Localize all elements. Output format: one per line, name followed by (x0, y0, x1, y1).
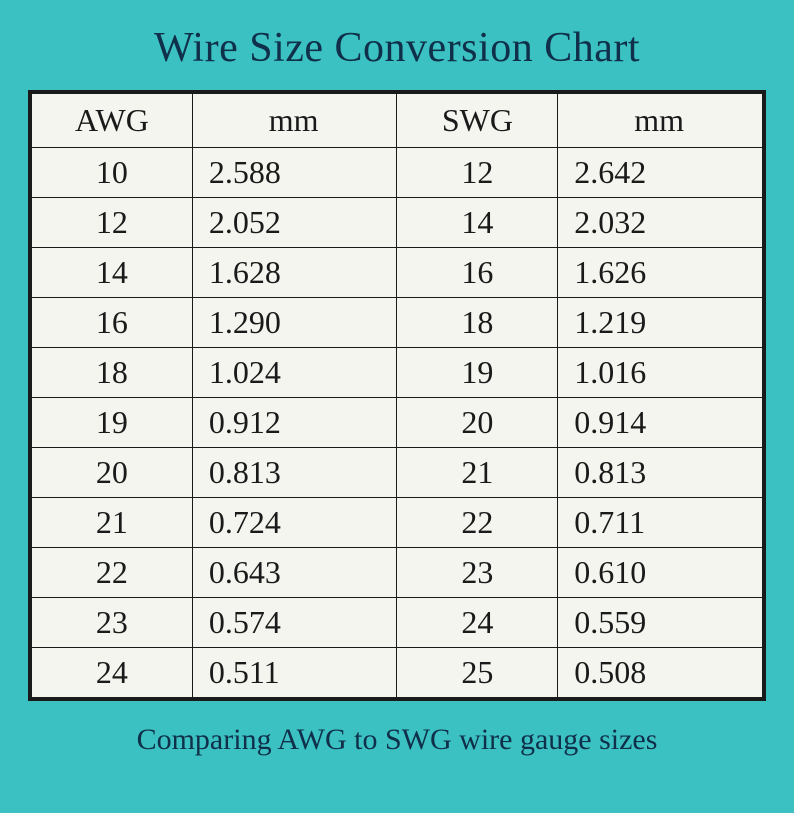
cell-swg: 23 (397, 548, 558, 598)
cell-awg: 20 (32, 448, 193, 498)
cell-awg: 16 (32, 298, 193, 348)
conversion-table-container: AWG mm SWG mm 102.588122.642122.052142.0… (28, 90, 766, 701)
cell-swg: 18 (397, 298, 558, 348)
cell-awg: 19 (32, 398, 193, 448)
cell-mm-swg: 0.813 (558, 448, 763, 498)
cell-mm-swg: 2.032 (558, 198, 763, 248)
cell-awg: 24 (32, 648, 193, 698)
cell-mm-awg: 2.588 (192, 148, 397, 198)
cell-mm-awg: 0.724 (192, 498, 397, 548)
chart-title: Wire Size Conversion Chart (154, 24, 640, 72)
cell-mm-swg: 0.914 (558, 398, 763, 448)
table-row: 210.724220.711 (32, 498, 763, 548)
header-swg: SWG (397, 94, 558, 148)
table-header-row: AWG mm SWG mm (32, 94, 763, 148)
cell-swg: 20 (397, 398, 558, 448)
cell-awg: 22 (32, 548, 193, 598)
table-row: 230.574240.559 (32, 598, 763, 648)
cell-awg: 12 (32, 198, 193, 248)
cell-mm-awg: 0.912 (192, 398, 397, 448)
cell-swg: 16 (397, 248, 558, 298)
table-row: 181.024191.016 (32, 348, 763, 398)
header-awg: AWG (32, 94, 193, 148)
header-mm-swg: mm (558, 94, 763, 148)
table-body: 102.588122.642122.052142.032141.628161.6… (32, 148, 763, 698)
cell-swg: 14 (397, 198, 558, 248)
chart-footer: Comparing AWG to SWG wire gauge sizes (137, 723, 658, 757)
cell-awg: 21 (32, 498, 193, 548)
cell-mm-awg: 0.643 (192, 548, 397, 598)
cell-awg: 14 (32, 248, 193, 298)
cell-mm-awg: 1.628 (192, 248, 397, 298)
cell-awg: 10 (32, 148, 193, 198)
table-row: 102.588122.642 (32, 148, 763, 198)
cell-swg: 22 (397, 498, 558, 548)
table-row: 141.628161.626 (32, 248, 763, 298)
conversion-table: AWG mm SWG mm 102.588122.642122.052142.0… (31, 93, 763, 698)
table-row: 240.511250.508 (32, 648, 763, 698)
cell-swg: 12 (397, 148, 558, 198)
header-mm-awg: mm (192, 94, 397, 148)
table-row: 190.912200.914 (32, 398, 763, 448)
cell-swg: 19 (397, 348, 558, 398)
cell-mm-swg: 0.559 (558, 598, 763, 648)
cell-swg: 21 (397, 448, 558, 498)
table-row: 220.643230.610 (32, 548, 763, 598)
cell-mm-swg: 0.610 (558, 548, 763, 598)
cell-swg: 24 (397, 598, 558, 648)
cell-mm-swg: 1.626 (558, 248, 763, 298)
cell-swg: 25 (397, 648, 558, 698)
cell-mm-swg: 1.219 (558, 298, 763, 348)
cell-mm-awg: 1.290 (192, 298, 397, 348)
cell-mm-awg: 1.024 (192, 348, 397, 398)
cell-mm-awg: 0.511 (192, 648, 397, 698)
cell-mm-swg: 0.508 (558, 648, 763, 698)
cell-mm-swg: 0.711 (558, 498, 763, 548)
cell-mm-swg: 1.016 (558, 348, 763, 398)
cell-mm-awg: 0.574 (192, 598, 397, 648)
table-row: 161.290181.219 (32, 298, 763, 348)
cell-mm-swg: 2.642 (558, 148, 763, 198)
cell-mm-awg: 0.813 (192, 448, 397, 498)
cell-mm-awg: 2.052 (192, 198, 397, 248)
cell-awg: 18 (32, 348, 193, 398)
table-row: 122.052142.032 (32, 198, 763, 248)
table-row: 200.813210.813 (32, 448, 763, 498)
cell-awg: 23 (32, 598, 193, 648)
